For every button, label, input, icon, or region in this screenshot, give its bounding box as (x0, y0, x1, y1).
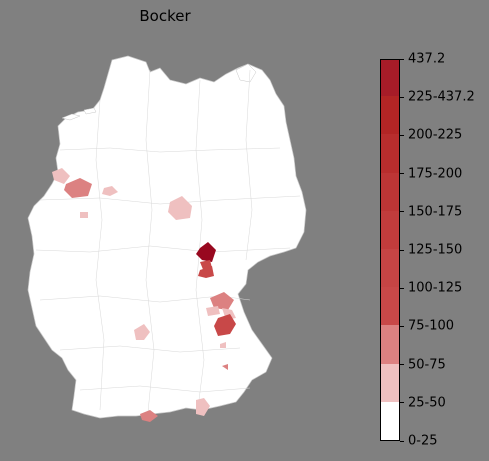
colorbar-tick-label: 100-125 (408, 280, 463, 296)
district-shaded (198, 266, 214, 278)
district-shaded (206, 306, 220, 316)
germany-outline (27, 55, 307, 419)
colorbar-segment (381, 248, 399, 288)
district-shaded (168, 196, 192, 220)
colorbar-tick-label: 50-75 (408, 357, 446, 373)
colorbar-gradient (380, 59, 400, 441)
district-shaded (102, 186, 118, 196)
colorbar-segment (381, 286, 399, 326)
district-shaded (134, 324, 150, 340)
colorbar-segment (381, 401, 399, 440)
district-shaded (64, 178, 92, 198)
district-shaded (222, 364, 228, 370)
colorbar-tick (400, 211, 404, 213)
colorbar: 0-25 25-50 50-75 75-100 100-125 125-150 150-17… (380, 52, 475, 449)
colorbar-segment (381, 210, 399, 249)
colorbar-segment (381, 172, 399, 211)
district-shaded (140, 410, 158, 422)
colorbar-tick-label: 200-225 (408, 127, 463, 143)
colorbar-tick (400, 287, 404, 289)
colorbar-tick-label: 175-200 (408, 166, 463, 182)
colorbar-tick (400, 440, 404, 442)
colorbar-segment (381, 60, 399, 97)
colorbar-tick-label: 25-50 (408, 395, 446, 411)
colorbar-tick (400, 173, 404, 175)
district-shaded (196, 242, 216, 262)
colorbar-segment (381, 133, 399, 173)
district-shaded (210, 292, 234, 310)
colorbar-segment (381, 363, 399, 402)
baltic-island (235, 63, 257, 83)
colorbar-tick (400, 96, 404, 98)
colorbar-tick (400, 249, 404, 251)
colorbar-tick-label: 0-25 (408, 433, 438, 449)
colorbar-tick-label: 150-175 (408, 204, 463, 220)
colorbar-tick-label: 225-437.2 (408, 89, 475, 105)
district-borders (35, 69, 301, 413)
shaded-districts (52, 168, 236, 422)
north-sea-islands (61, 107, 97, 121)
district-shaded (52, 168, 70, 184)
district-shaded (220, 342, 226, 348)
district-shaded (214, 314, 236, 336)
colorbar-tick (400, 58, 404, 60)
colorbar-tick (400, 134, 404, 136)
colorbar-tick (400, 325, 404, 327)
district-shaded (196, 398, 210, 416)
colorbar-tick (400, 364, 404, 366)
colorbar-tick-label: 437.2 (408, 51, 446, 67)
district-shaded (80, 212, 88, 218)
germany-district-map (27, 55, 307, 422)
colorbar-segment (381, 324, 399, 364)
colorbar-tick-label: 75-100 (408, 318, 455, 334)
colorbar-segment (381, 95, 399, 135)
map-title: Bocker (139, 7, 191, 25)
colorbar-tick-label: 125-150 (408, 242, 463, 258)
colorbar-tick (400, 402, 404, 404)
